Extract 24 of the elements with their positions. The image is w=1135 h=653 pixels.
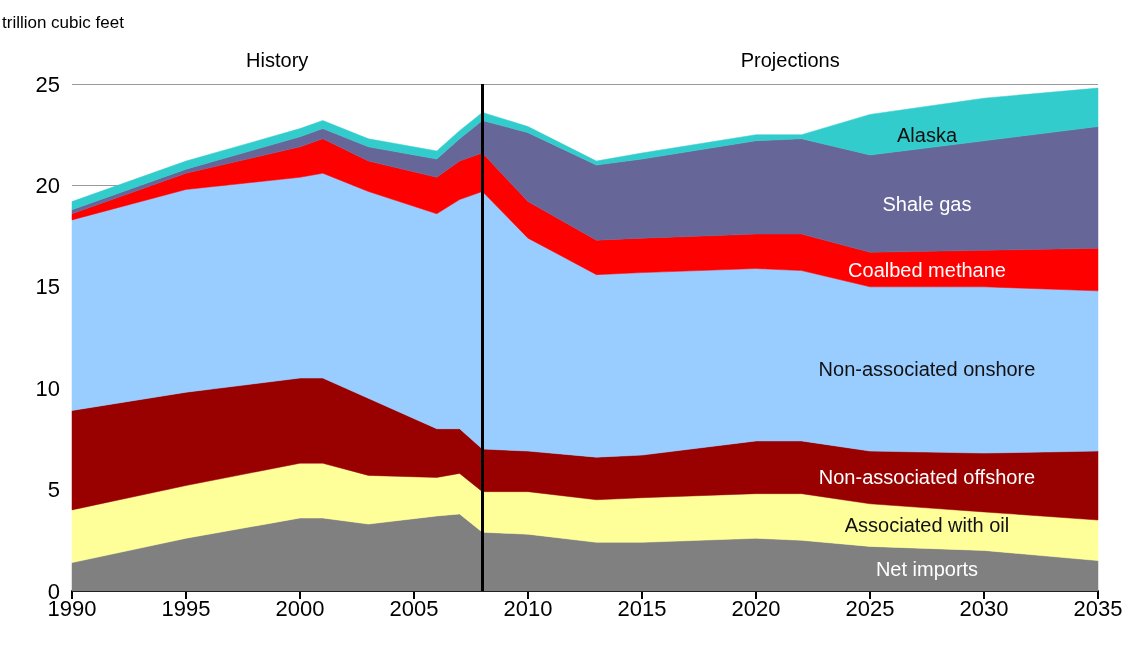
series-label: Non-associated offshore (818, 466, 1036, 489)
series-label: Coalbed methane (848, 258, 1006, 281)
y-axis-title: trillion cubic feet (2, 13, 125, 32)
series-label: Associated with oil (844, 514, 1010, 537)
y-tick-label: 20 (35, 172, 60, 198)
x-tick-label: 2020 (731, 595, 781, 621)
x-tick-label: 2005 (389, 595, 439, 621)
y-tick-label: 15 (35, 274, 60, 300)
series-label: Non-associated onshore (818, 357, 1036, 380)
x-tick-label: 2025 (845, 595, 895, 621)
y-tick-label: 10 (35, 375, 60, 401)
y-tick-label: 5 (47, 477, 60, 503)
series-label: Alaska (896, 123, 958, 146)
series-label: Shale gas (882, 192, 972, 215)
y-tick-label: 25 (35, 71, 60, 97)
series-label: Net imports (875, 557, 979, 580)
text: Projections (740, 49, 840, 71)
text: History (246, 49, 309, 71)
x-tick-label: 2030 (959, 595, 1009, 621)
x-tick-label: 1995 (161, 595, 211, 621)
x-tick-label: 2015 (617, 595, 667, 621)
x-tick-label: 2010 (503, 595, 553, 621)
x-tick-label: 2035 (1073, 595, 1123, 621)
x-tick-label: 2000 (275, 595, 325, 621)
